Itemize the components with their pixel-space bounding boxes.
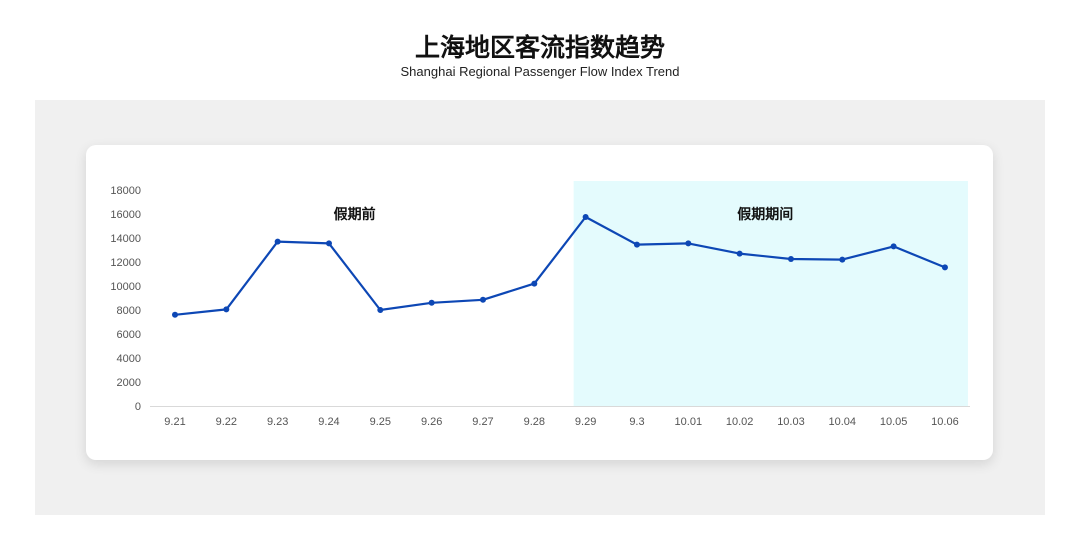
y-tick-label: 18000 xyxy=(110,185,141,197)
x-tick-label: 10.05 xyxy=(880,416,908,428)
page-title: 上海地区客流指数趋势 xyxy=(414,33,665,62)
holiday-shaded-region xyxy=(573,181,968,406)
data-point xyxy=(274,238,281,245)
y-tick-label: 10000 xyxy=(110,281,141,293)
data-point xyxy=(428,299,435,306)
x-tick-label: 9.24 xyxy=(318,416,339,428)
data-point xyxy=(223,306,230,313)
x-tick-label: 9.28 xyxy=(524,416,545,428)
data-point xyxy=(479,296,486,303)
x-tick-label: 9.26 xyxy=(421,416,442,428)
x-tick-label: 9.21 xyxy=(164,416,185,428)
x-tick-label: 9.3 xyxy=(629,416,644,428)
data-point xyxy=(582,214,589,220)
x-tick-label: 10.06 xyxy=(931,416,959,428)
data-point xyxy=(172,311,178,318)
data-point xyxy=(890,243,897,250)
x-tick-label: 9.23 xyxy=(267,416,288,428)
y-tick-label: 6000 xyxy=(117,329,141,341)
page-subtitle: Shanghai Regional Passenger Flow Index T… xyxy=(400,64,680,79)
y-tick-label: 14000 xyxy=(110,233,141,245)
x-tick-label: 10.03 xyxy=(777,416,805,428)
y-tick-label: 0 xyxy=(135,401,141,413)
x-tick-label: 9.27 xyxy=(472,416,493,428)
data-point xyxy=(839,256,846,263)
data-point xyxy=(325,240,332,247)
y-tick-label: 8000 xyxy=(117,305,141,317)
data-point xyxy=(531,280,538,287)
x-tick-label: 9.22 xyxy=(216,416,237,428)
y-tick-label: 2000 xyxy=(117,377,141,389)
data-point xyxy=(633,241,640,248)
x-tick-label: 10.01 xyxy=(675,416,703,428)
data-point xyxy=(685,240,692,247)
y-tick-label: 16000 xyxy=(110,209,141,221)
series-line xyxy=(174,215,946,316)
x-tick-label: 10.02 xyxy=(726,416,754,428)
annotation-label: 假期前 xyxy=(334,206,376,223)
data-point xyxy=(736,250,743,257)
x-tick-label: 9.29 xyxy=(575,416,596,428)
y-tick-label: 12000 xyxy=(110,257,141,269)
data-point xyxy=(787,256,794,262)
data-point xyxy=(377,307,384,313)
x-tick-label: 10.04 xyxy=(829,416,857,428)
y-tick-label: 4000 xyxy=(117,353,141,365)
data-point xyxy=(941,264,948,271)
x-tick-label: 9.25 xyxy=(370,416,391,428)
annotation-label: 假期期间 xyxy=(737,206,793,223)
